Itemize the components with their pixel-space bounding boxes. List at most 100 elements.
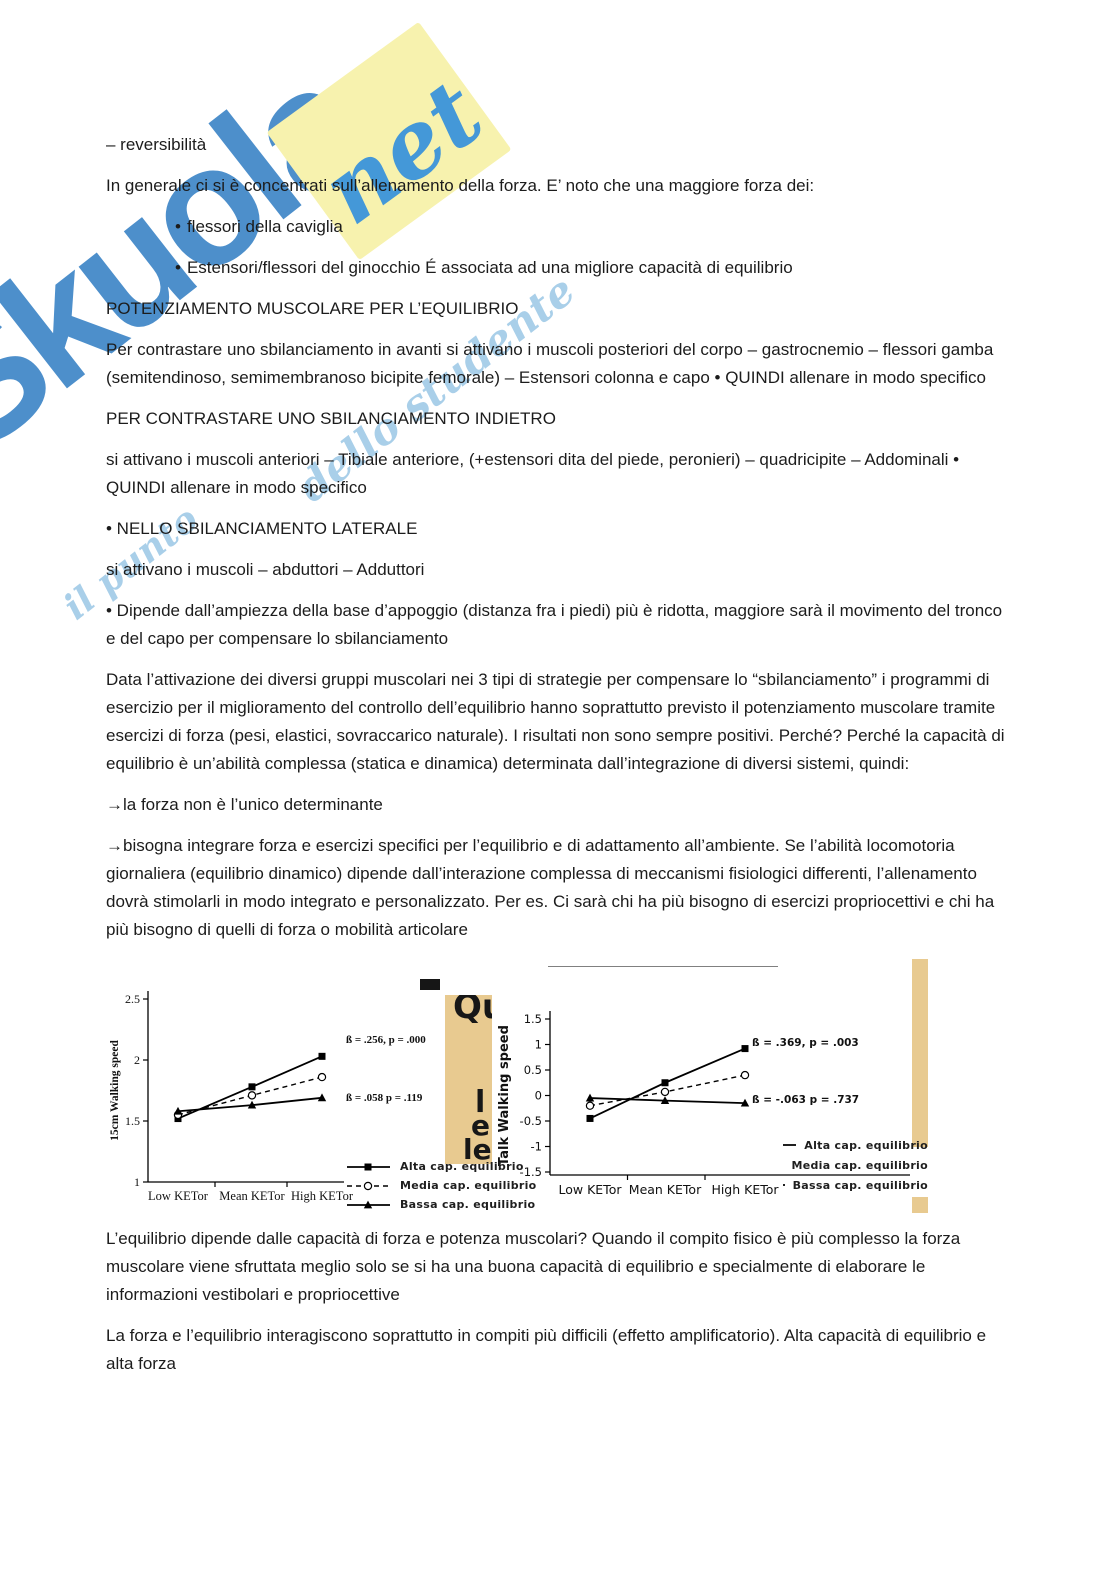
marker-square	[248, 1083, 256, 1091]
marker-square	[586, 1114, 594, 1122]
y-tick-label: 0	[535, 1089, 542, 1103]
left-chart-legend: Alta cap. equilibrio Media cap. equilibri…	[346, 1157, 537, 1214]
marker-circle	[660, 1087, 670, 1097]
document-body: – reversibilità In generale ci si è conce…	[106, 131, 1010, 1378]
marker-square	[661, 1079, 669, 1087]
legend-marker	[783, 1144, 797, 1146]
bullet-item: • Estensori/flessori del ginocchio É asso…	[106, 254, 1010, 282]
marker-square	[364, 1163, 372, 1170]
paragraph: →bisogna integrare forza e esercizi spec…	[106, 836, 995, 939]
legend-item: Bassa cap. equilibrio	[346, 1195, 537, 1214]
legend-item: Bassa cap. equilibrio	[782, 1175, 928, 1195]
paragraph: • NELLO SBILANCIAMENTO LATERALE	[106, 519, 418, 538]
legend-item: Alta cap. equilibrio	[346, 1157, 537, 1176]
x-category-label: Low KETor	[559, 1182, 623, 1197]
fragment-letter: l	[475, 1085, 486, 1120]
x-category-label: Mean KETor	[219, 1189, 285, 1203]
paragraph: si attivano i muscoli anteriori – Tibial…	[106, 450, 960, 497]
legend-marker	[783, 1184, 785, 1186]
legend-label: Media cap. equilibrio	[400, 1179, 537, 1192]
cropped-image-edge-strip	[912, 959, 928, 1147]
bullet-item: • flessori della caviglia	[106, 213, 1010, 241]
y-tick-label: 1.5	[125, 1114, 140, 1128]
annotation: ß = .058 p = .119	[346, 1092, 423, 1104]
paragraph: POTENZIAMENTO MUSCOLARE PER L’EQUILIBRIO	[106, 299, 519, 318]
bullet-text: flessori della caviglia	[186, 217, 343, 236]
marker-circle	[585, 1101, 595, 1110]
y-tick-label: 2	[134, 1053, 140, 1067]
legend-item: Media cap. equilibrio	[782, 1155, 928, 1175]
marker-square	[318, 1052, 326, 1060]
annotation: ß = .256, p = .000	[346, 1034, 426, 1046]
marker-triangle	[317, 1093, 327, 1102]
fragment-letter: le	[463, 1133, 492, 1164]
y-tick-label: 0.5	[524, 1063, 542, 1077]
chart-svg: 1 1.5 2 2.5 Low KETor Mean KETor High KETor 15c…	[109, 991, 426, 1203]
cropped-text-fragment	[420, 979, 440, 990]
legend-label: Bassa cap. equilibrio	[792, 1178, 928, 1192]
text-block-bottom: L’equilibrio dipende dalle capacità di f…	[106, 1225, 1010, 1378]
paragraph: si attivano i muscoli – abduttori – Addu…	[106, 560, 425, 579]
annotation: ß = -.063 p = .737	[752, 1094, 859, 1106]
right-chart-legend: Alta cap. equilibrio Media cap. equilibri…	[782, 1135, 928, 1195]
paragraph: L’equilibrio dipende dalle capacità di f…	[106, 1229, 961, 1304]
paragraph: →la forza non è l’unico determinante	[106, 795, 383, 814]
y-tick-label: 1.5	[524, 1012, 542, 1026]
fragment-letter: Qu	[453, 995, 492, 1027]
bullet-dot: •	[175, 217, 181, 236]
marker-triangle	[173, 1106, 183, 1115]
bullet-dot: •	[175, 258, 181, 277]
legend-label: Bassa cap. equilibrio	[400, 1198, 536, 1211]
legend-label: Media cap. equilibrio	[791, 1158, 928, 1172]
x-category-label: Mean KETor	[629, 1182, 702, 1197]
x-category-label: Low KETor	[148, 1189, 209, 1203]
paragraph: In generale ci si è concentrati sull’all…	[106, 176, 815, 195]
y-axis-label: Talk Walking speed	[497, 1025, 512, 1166]
paragraph: PER CONTRASTARE UNO SBILANCIAMENTO INDIE…	[106, 409, 556, 428]
right-chart-figure: -1.5 -1 -0.5 0 0.5 1 1.5 Low KETor Mean KETor Hig…	[491, 957, 921, 1218]
marker-triangle	[740, 1098, 750, 1107]
fragment-letter: e	[471, 1109, 490, 1142]
y-tick-label: -0.5	[520, 1114, 542, 1128]
marker-triangle	[363, 1200, 373, 1208]
legend-item: Alta cap. equilibrio	[782, 1135, 928, 1155]
legend-label: Alta cap. equilibrio	[400, 1160, 524, 1173]
paragraph: Per contrastare uno sbilanciamento in av…	[106, 340, 994, 387]
paragraph: – reversibilità	[106, 135, 207, 154]
x-category-label: High KETor	[291, 1189, 354, 1203]
marker-circle	[247, 1091, 257, 1100]
y-tick-label: -1.5	[520, 1165, 542, 1179]
legend-marker	[347, 1163, 390, 1170]
y-axis-label: 15cm Walking speed	[109, 1040, 121, 1141]
marker-circle	[740, 1070, 750, 1080]
bullet-text: Estensori/flessori del ginocchio É assoc…	[186, 258, 793, 277]
marker-triangle	[247, 1100, 257, 1109]
legend-marker	[783, 1164, 784, 1166]
paragraph: La forza e l’equilibrio interagiscono so…	[106, 1326, 987, 1373]
legend-marker	[347, 1200, 390, 1208]
marker-circle	[363, 1181, 373, 1190]
legend-item: Media cap. equilibrio	[346, 1176, 537, 1195]
y-tick-label: 1	[535, 1038, 542, 1052]
left-chart-figure: 1 1.5 2 2.5 Low KETor Mean KETor High KETor 15c…	[104, 981, 449, 1222]
marker-triangle	[585, 1093, 595, 1102]
annotation: ß = .369, p = .003	[752, 1037, 859, 1049]
chart-svg: -1.5 -1 -0.5 0 0.5 1 1.5 Low KETor Mean KETor Hig…	[497, 1011, 910, 1197]
marker-triangle	[660, 1096, 670, 1104]
y-tick-label: 1	[134, 1175, 140, 1189]
cropped-image-edge-chip	[912, 1197, 928, 1213]
legend-marker	[347, 1181, 390, 1190]
paragraph: • Dipende dall’ampiezza della base d’app…	[106, 601, 1003, 648]
marker-square	[741, 1045, 749, 1053]
marker-circle	[317, 1072, 327, 1082]
paragraph: Data l’attivazione dei diversi gruppi mu…	[106, 670, 1005, 773]
figure-top-edge-line	[548, 966, 778, 967]
y-tick-label: -1	[531, 1140, 542, 1154]
x-category-label: High KETor	[711, 1182, 779, 1197]
cropped-slide-fragment: Qulele	[445, 995, 492, 1164]
figure-band: 1 1.5 2 2.5 Low KETor Mean KETor High KETor 15c…	[106, 957, 1010, 1215]
y-tick-label: 2.5	[125, 992, 140, 1006]
legend-label: Alta cap. equilibrio	[804, 1138, 928, 1152]
text-block-top: – reversibilità In generale ci si è conce…	[106, 131, 1010, 944]
